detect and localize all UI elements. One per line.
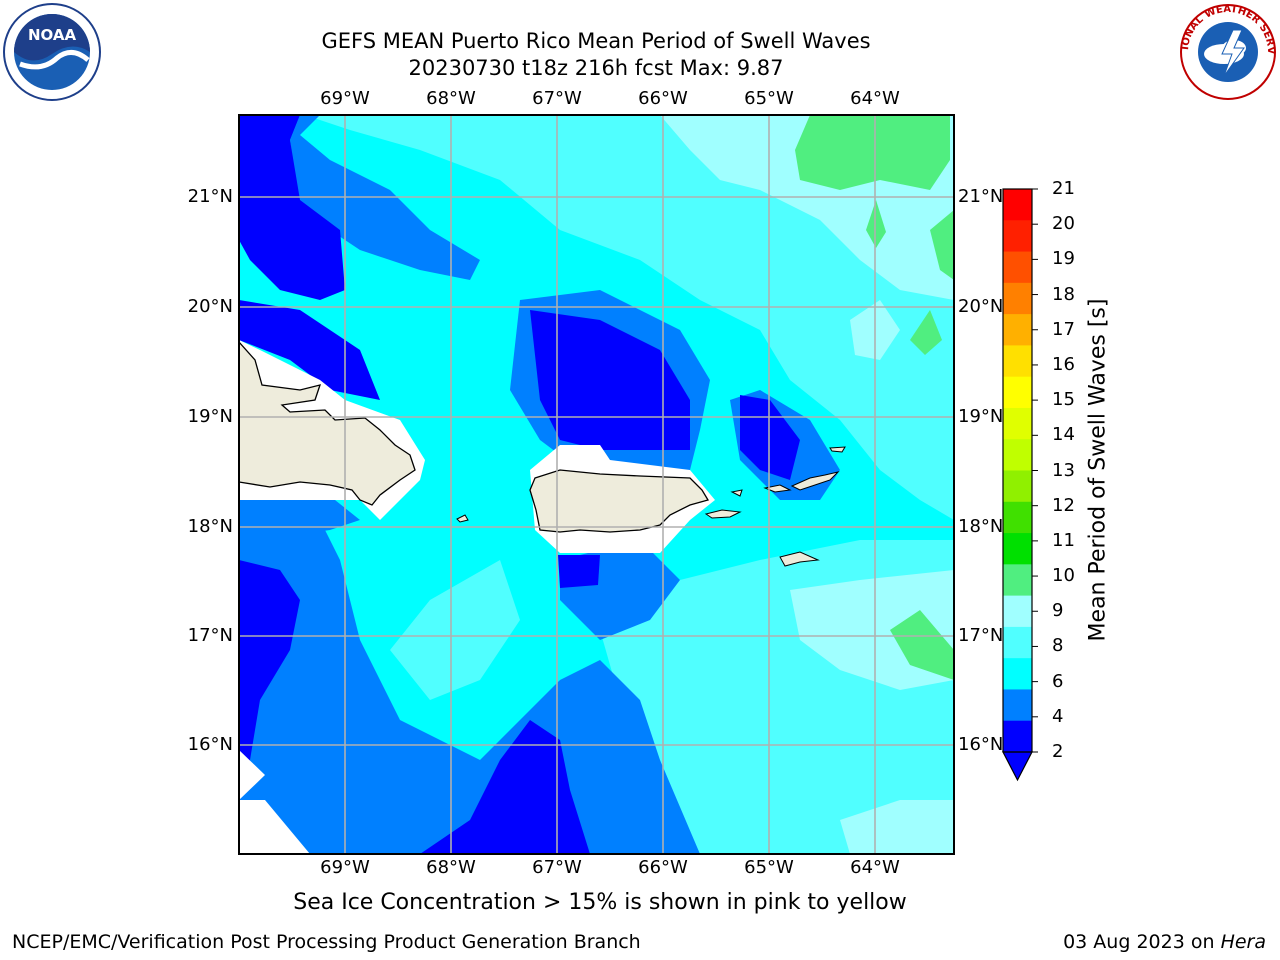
lon-label: 66°W — [638, 857, 688, 878]
lon-label: 67°W — [532, 857, 582, 878]
lon-label: 69°W — [320, 857, 370, 878]
colorbar-swatch — [1003, 658, 1032, 690]
lon-label: 67°W — [532, 88, 582, 109]
colorbar-tick-label: 11 — [1052, 529, 1075, 551]
colorbar-tick-label: 12 — [1052, 494, 1075, 516]
colorbar-swatch — [1003, 626, 1032, 659]
colorbar-title: Mean Period of Swell Waves [s] — [1085, 298, 1111, 642]
colorbar-swatch — [1003, 251, 1032, 284]
colorbar-swatch — [1003, 376, 1032, 409]
lon-label: 66°W — [638, 88, 688, 109]
gridlines — [239, 115, 954, 854]
colorbar-swatch — [1003, 720, 1032, 753]
lon-label: 65°W — [744, 857, 794, 878]
noaa-logo: NOAA — [3, 3, 101, 101]
colorbar-swatch — [1003, 220, 1032, 253]
lon-label: 68°W — [426, 857, 476, 878]
chart-title-line1: GEFS MEAN Puerto Rico Mean Period of Swe… — [321, 29, 871, 53]
footer-right: 03 Aug 2023 on Hera — [1063, 931, 1266, 953]
lat-label: 19°N — [187, 406, 233, 427]
lon-label: 68°W — [426, 88, 476, 109]
colorbar-tick-label: 14 — [1052, 424, 1075, 446]
colorbar — [1002, 188, 1038, 782]
lon-label: 64°W — [850, 857, 900, 878]
lat-label: 17°N — [187, 625, 233, 646]
colorbar-tick-label: 6 — [1052, 670, 1064, 692]
colorbar-swatch — [1003, 689, 1032, 722]
colorbar-tick-label: 9 — [1052, 600, 1064, 622]
lat-label: 19°N — [958, 406, 1004, 427]
colorbar-tick-label: 21 — [1052, 178, 1075, 199]
noaa-logo-text: NOAA — [28, 26, 77, 44]
colorbar-swatch — [1003, 282, 1032, 315]
colorbar-swatch — [1003, 501, 1032, 534]
lat-label: 20°N — [958, 296, 1004, 317]
colorbar-swatch — [1003, 533, 1032, 565]
contour-fill — [239, 115, 954, 854]
lon-label: 64°W — [850, 88, 900, 109]
lat-label: 21°N — [958, 186, 1004, 207]
lat-label: 16°N — [958, 734, 1004, 755]
colorbar-swatch — [1003, 407, 1032, 440]
colorbar-tick-label: 8 — [1052, 635, 1064, 657]
lat-label: 18°N — [187, 516, 233, 537]
colorbar-tick-label: 17 — [1052, 318, 1075, 340]
colorbar-swatch — [1003, 470, 1032, 503]
colorbar-tick-label: 15 — [1052, 389, 1075, 411]
colorbar-tick-label: 10 — [1052, 565, 1075, 587]
nws-logo: NATIONAL WEATHER SERVICE — [1178, 2, 1276, 100]
lat-label: 16°N — [187, 734, 233, 755]
colorbar-tick-label: 20 — [1052, 213, 1075, 235]
colorbar-swatch — [1003, 439, 1032, 471]
colorbar-tick-label: 4 — [1052, 705, 1064, 727]
lon-label: 65°W — [744, 88, 794, 109]
colorbar-swatch — [1003, 564, 1032, 597]
lon-label: 69°W — [320, 88, 370, 109]
colorbar-swatch — [1003, 345, 1032, 378]
colorbar-tick-label: 13 — [1052, 459, 1075, 481]
map-frame — [238, 114, 955, 855]
footer-machine: Hera — [1220, 931, 1266, 953]
colorbar-extend-arrow — [1002, 751, 1033, 782]
colorbar-tick-label: 18 — [1052, 283, 1075, 305]
colorbar-tick-label: 16 — [1052, 353, 1075, 375]
hispaniola-land — [239, 341, 416, 506]
sea-ice-caption: Sea Ice Concentration > 15% is shown in … — [293, 890, 907, 915]
colorbar-swatch — [1003, 189, 1032, 221]
footer-date: 03 Aug 2023 on — [1063, 931, 1221, 953]
footer-left: NCEP/EMC/Verification Post Processing Pr… — [12, 931, 641, 953]
colorbar-tick-label: 19 — [1052, 248, 1075, 270]
lat-label: 20°N — [187, 296, 233, 317]
colorbar-swatch — [1003, 595, 1032, 628]
lat-label: 17°N — [958, 625, 1004, 646]
chart-title-line2: 20230730 t18z 216h fcst Max: 9.87 — [408, 56, 784, 80]
lat-label: 21°N — [187, 186, 233, 207]
lat-label: 18°N — [958, 516, 1004, 537]
colorbar-swatch — [1003, 314, 1032, 346]
colorbar-tick-label: 2 — [1052, 741, 1064, 762]
